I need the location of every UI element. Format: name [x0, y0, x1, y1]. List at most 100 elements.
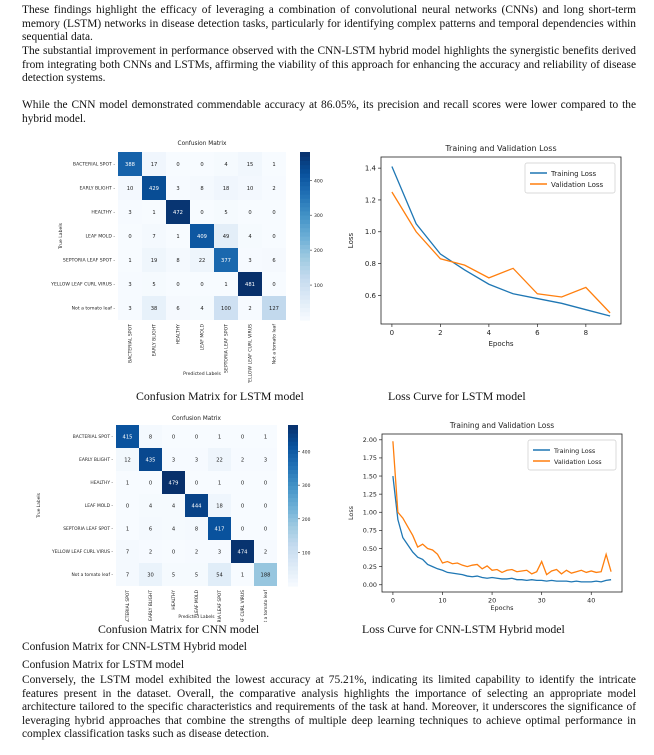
cm-cell-value: 2 — [264, 549, 267, 555]
cm-cell — [238, 200, 262, 224]
cm-cell — [190, 152, 214, 176]
cm-cell-value: 6 — [176, 306, 179, 312]
cm-cell — [185, 563, 208, 586]
plot-frame — [380, 156, 622, 325]
cm-cell — [162, 471, 185, 494]
cm-cell — [185, 425, 208, 448]
cm-cell — [142, 224, 166, 248]
cm-cell — [116, 448, 139, 471]
cm-cell-value: 15 — [247, 162, 254, 168]
cm-cell-value: 1 — [128, 258, 131, 264]
cm-cell — [238, 248, 262, 272]
x-tick-label: 20 — [488, 596, 496, 604]
cm-cell — [139, 563, 162, 586]
cm-cell — [139, 448, 162, 471]
cm-row-label: EARLY BLIGHT - — [80, 186, 116, 192]
cm-cell — [116, 563, 139, 586]
cm-cell — [139, 494, 162, 517]
loss-chart-title: Training and Validation Loss — [444, 144, 556, 153]
cm-cell-value: 1 — [272, 162, 275, 168]
colorbar-segment — [288, 493, 298, 499]
colorbar-segment — [288, 521, 298, 527]
cm-cell-value: 17 — [151, 162, 158, 168]
cm-y-axis-label: True Labels — [36, 492, 42, 519]
x-tick-label: 8 — [584, 329, 588, 337]
x-tick-label: 40 — [587, 596, 595, 604]
cm-cell-value: 3 — [248, 258, 251, 264]
cm-cell — [238, 176, 262, 200]
cm-cell — [214, 224, 238, 248]
cm-cell — [231, 425, 254, 448]
colorbar-segment — [300, 164, 310, 170]
y-axis-label: Loss — [347, 505, 355, 520]
caption-lstm-loss-curve: Loss Curve for LSTM model — [388, 389, 526, 403]
y-tick-label: 1.50 — [363, 472, 377, 480]
cm-cell-value: 417 — [215, 526, 225, 532]
cm-cell-value: 435 — [146, 457, 156, 463]
cm-cell-value: 0 — [176, 282, 179, 288]
y-tick-label: 1.25 — [363, 490, 377, 498]
cm-cell — [208, 471, 231, 494]
cm-cell-value: 415 — [123, 434, 133, 440]
colorbar-segment — [300, 278, 310, 283]
cm-cell — [162, 540, 185, 563]
cm-row-label: SEPTORIA LEAF SPOT - — [63, 526, 113, 532]
cm-cell — [166, 272, 190, 296]
cm-cell-value: 0 — [264, 526, 267, 532]
y-tick-label: 1.00 — [363, 509, 377, 517]
cm-cell — [238, 152, 262, 176]
colorbar-segment — [288, 429, 298, 434]
cm-cell — [116, 471, 139, 494]
cm-cell-value: 1 — [218, 480, 221, 486]
cm-cell — [185, 448, 208, 471]
cm-cell — [142, 176, 166, 200]
cm-cell-value: 0 — [195, 480, 198, 486]
series-line-training-loss — [391, 166, 611, 317]
cm-cell — [214, 176, 238, 200]
cm-cell-value: 3 — [128, 282, 131, 288]
cm-cell — [262, 272, 286, 296]
colorbar-tick-label: 400 — [314, 178, 323, 184]
cm-cell-value: 18 — [216, 503, 223, 509]
cm-cell-value: 3 — [218, 549, 221, 555]
caption-cnn-lstm-loss-curve: Loss Curve for CNN-LSTM Hybrid model — [362, 622, 565, 636]
cm-cell — [254, 425, 277, 448]
colorbar-segment — [300, 236, 310, 241]
cm-cell — [190, 224, 214, 248]
cm-cell-value: 6 — [272, 258, 275, 264]
colorbar-segment — [300, 173, 310, 178]
y-tick-label: 2.00 — [363, 436, 377, 444]
lstm-loss-curve-figure: Training and Validation Loss 0 2 4 6 8 0.6 0.8 1… — [347, 144, 622, 348]
cm-cell-value: 444 — [192, 503, 203, 509]
cm-cell — [231, 471, 254, 494]
cm-cell — [118, 296, 142, 320]
cm-cell — [214, 248, 238, 272]
y-tick-label: 0.00 — [363, 581, 377, 589]
cm-cell-value: 3 — [195, 457, 198, 463]
cm-cell — [166, 296, 190, 320]
paragraph-findings: These findings highlight the efficacy of… — [22, 4, 636, 44]
y-tick-label: 0.6 — [365, 292, 377, 300]
cm-cell-value: 8 — [149, 434, 152, 440]
cm-cell-value: 0 — [172, 434, 175, 440]
cm-cell-value: 377 — [221, 258, 231, 264]
colorbar-segment — [288, 457, 298, 462]
cm-cell-value: 2 — [241, 457, 244, 463]
cm-cell-value: 1 — [218, 434, 221, 440]
colorbar-segment — [288, 517, 298, 523]
cm-cell — [118, 176, 142, 200]
colorbar-segment — [288, 509, 298, 515]
y-tick-label: 0.75 — [363, 527, 377, 535]
cm-cell — [190, 200, 214, 224]
paragraph-improvement: The substantial improvement in performan… — [22, 45, 636, 85]
cm-col-label: SEPTORIA LEAF SPOT — [217, 590, 223, 622]
cm-cell-value: 479 — [169, 480, 179, 486]
cm-cell-value: 5 — [172, 572, 175, 578]
cm-cell-value: 4 — [248, 234, 252, 240]
cm-cell — [231, 540, 254, 563]
y-tick-label: 1.2 — [365, 196, 376, 204]
cm-cell — [142, 152, 166, 176]
colorbar-segment — [288, 501, 298, 507]
colorbar-segment — [288, 449, 298, 454]
series-line-validation-loss — [391, 191, 611, 314]
